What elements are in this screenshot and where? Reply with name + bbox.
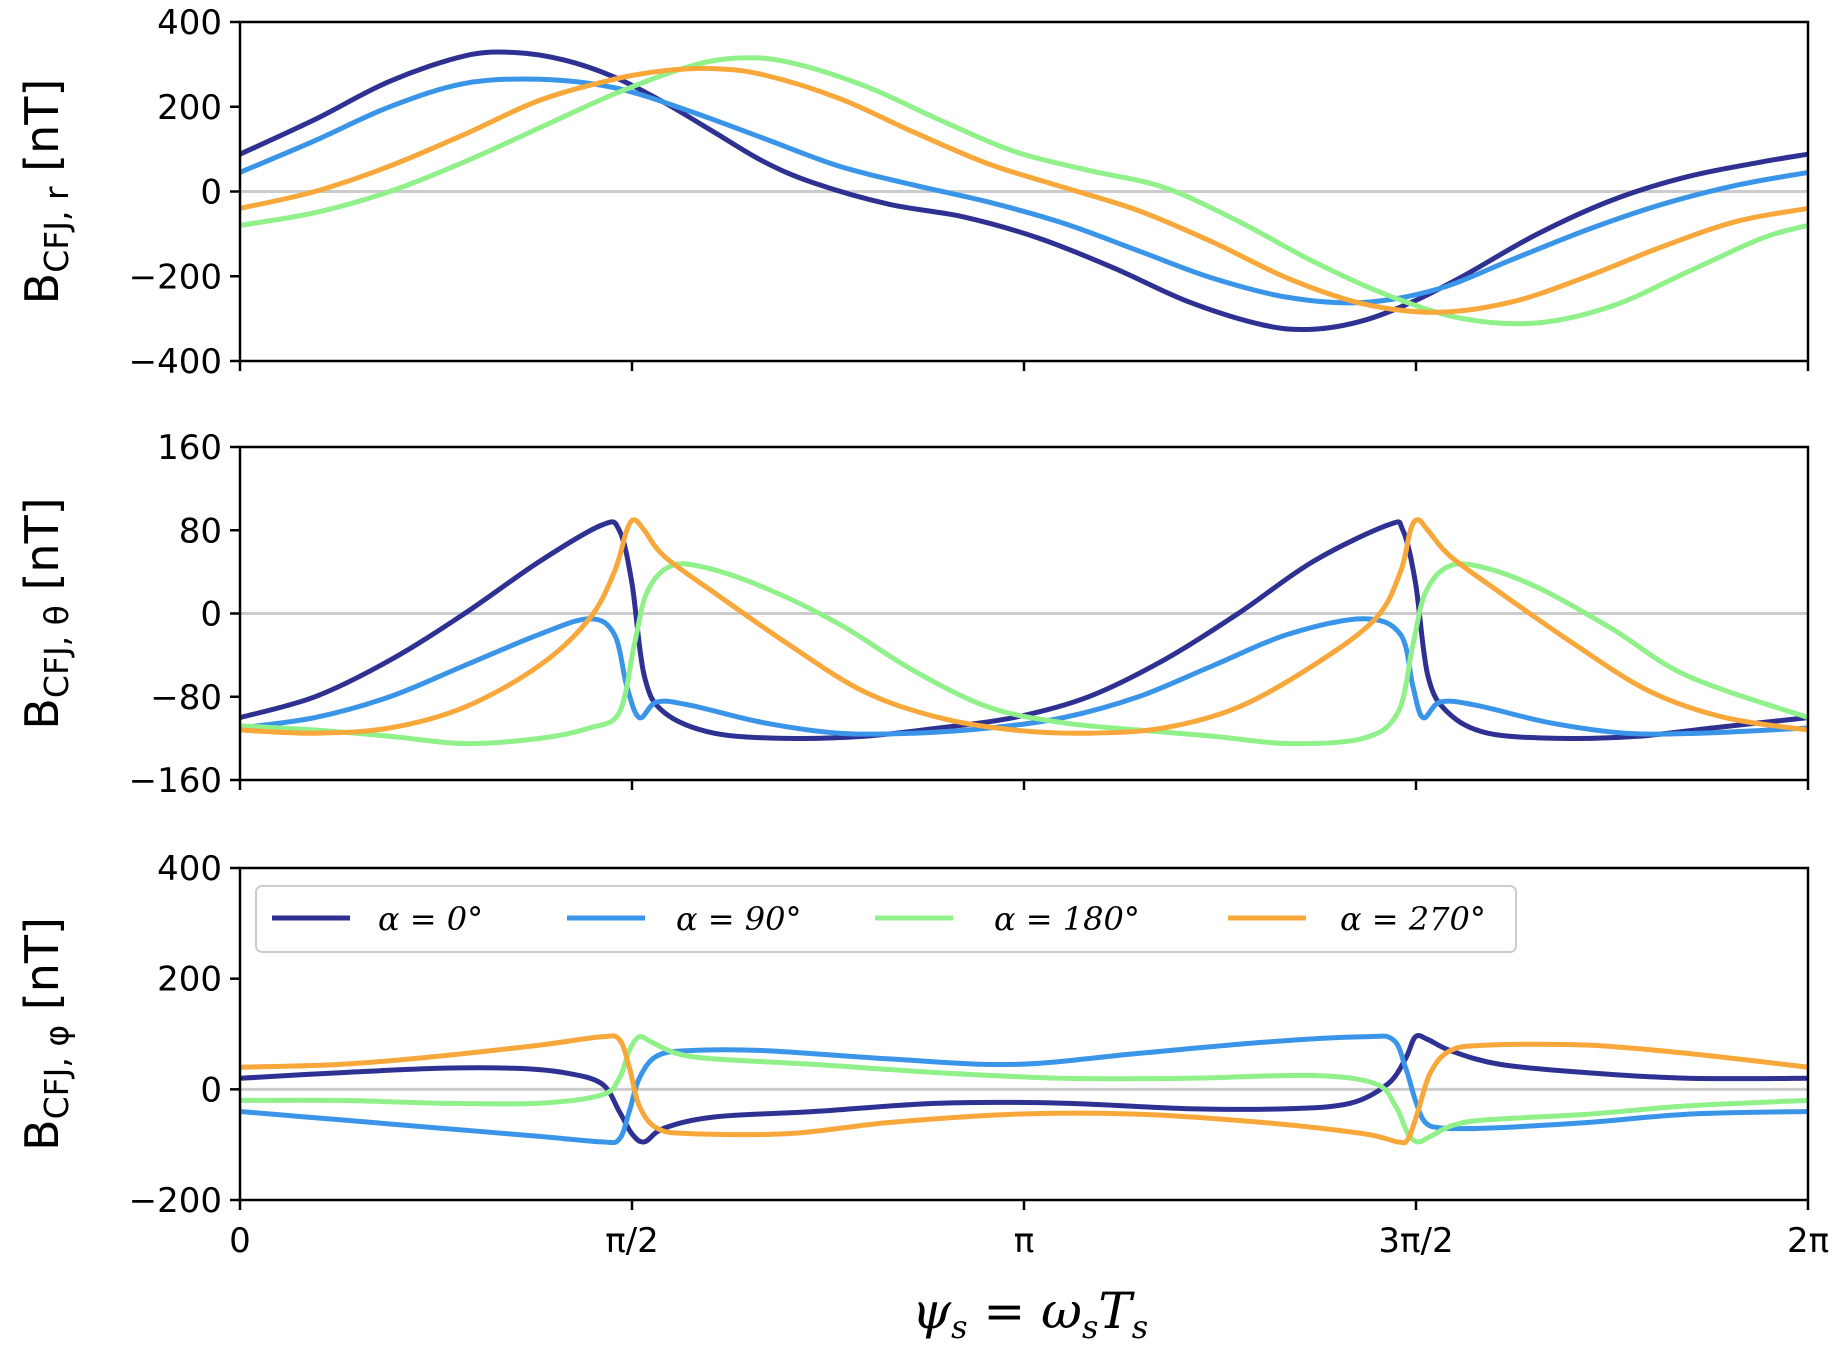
series-line-top-2 (239, 55, 1809, 327)
y-tick-label: 400 (157, 3, 222, 43)
y-axis-label-main: B (15, 273, 69, 305)
y-tick-label: 400 (157, 849, 222, 889)
y-axis-label-unit: [nT] (15, 79, 69, 187)
y-tick-label: −200 (129, 257, 222, 297)
x-tick-label: 2π (1787, 1221, 1829, 1261)
y-axis-label-sub: CFJ, θ (37, 605, 76, 698)
y-tick-label: 0 (200, 1070, 222, 1110)
x-tick-label: 3π/2 (1378, 1221, 1453, 1261)
x-axis-label-psi-sub: s (951, 1308, 967, 1346)
series-line-top-0 (238, 49, 1809, 332)
series-line-middle-3 (239, 517, 1809, 736)
y-tick-label: −80 (150, 678, 222, 718)
y-axis-label-sub: CFJ, φ (37, 1025, 76, 1120)
x-tick-label: π (1014, 1221, 1034, 1261)
y-axis-label-main: B (15, 1119, 69, 1151)
x-axis-label-t-sub: s (1132, 1308, 1148, 1346)
legend-label-1: α = 90° (676, 900, 801, 938)
y-tick-label: 0 (200, 173, 222, 213)
legend-label-3: α = 270° (1340, 900, 1486, 938)
y-tick-label: 200 (157, 88, 222, 128)
y-axis-label-main: B (15, 698, 69, 730)
y-axis-label: BCFJ, φ [nT] (15, 917, 76, 1151)
y-axis-label-unit: [nT] (15, 917, 69, 1025)
y-tick-label: −160 (129, 761, 222, 801)
y-axis-label: BCFJ, θ [nT] (15, 497, 76, 729)
legend-label-0: α = 0° (378, 900, 483, 938)
x-axis-label-omega: ω (1041, 1282, 1082, 1340)
y-axis-label-sub: CFJ, r (37, 186, 76, 273)
x-axis-label: ψs = ωsTs (912, 1282, 1148, 1346)
x-tick-label: 0 (229, 1221, 251, 1261)
y-tick-label: 0 (200, 595, 222, 635)
x-axis-label-t: T (1098, 1282, 1135, 1340)
x-tick-label: π/2 (605, 1221, 659, 1261)
x-axis-label-eq: = (967, 1282, 1041, 1340)
y-axis-label-unit: [nT] (15, 497, 69, 605)
legend: α = 0° α = 90° α = 180° α = 270° (255, 885, 1517, 953)
y-tick-label: 80 (179, 511, 222, 551)
panel-top: 400 200 0 −200 −400 BCFJ, r [nT] (15, 3, 1810, 382)
series-line-bottom-3 (239, 1033, 1809, 1146)
y-tick-label: 160 (157, 428, 222, 468)
x-axis-label-psi: ψ (912, 1282, 952, 1340)
y-axis-label: BCFJ, r [nT] (15, 79, 76, 305)
series-line-middle-2 (239, 561, 1809, 747)
series-line-bottom-2 (239, 1034, 1809, 1145)
legend-label-2: α = 180° (994, 900, 1140, 938)
y-tick-label: 200 (157, 960, 222, 1000)
x-axis-label-omega-sub: s (1082, 1308, 1098, 1346)
series-line-top-1 (239, 76, 1809, 306)
y-tick-label: −400 (129, 342, 222, 382)
series-line-middle-0 (239, 519, 1809, 742)
panel-middle: 160 80 0 −80 −160 BCFJ, θ [nT] (15, 428, 1810, 801)
series-line-top-3 (239, 65, 1809, 315)
y-tick-label: −200 (129, 1181, 222, 1221)
